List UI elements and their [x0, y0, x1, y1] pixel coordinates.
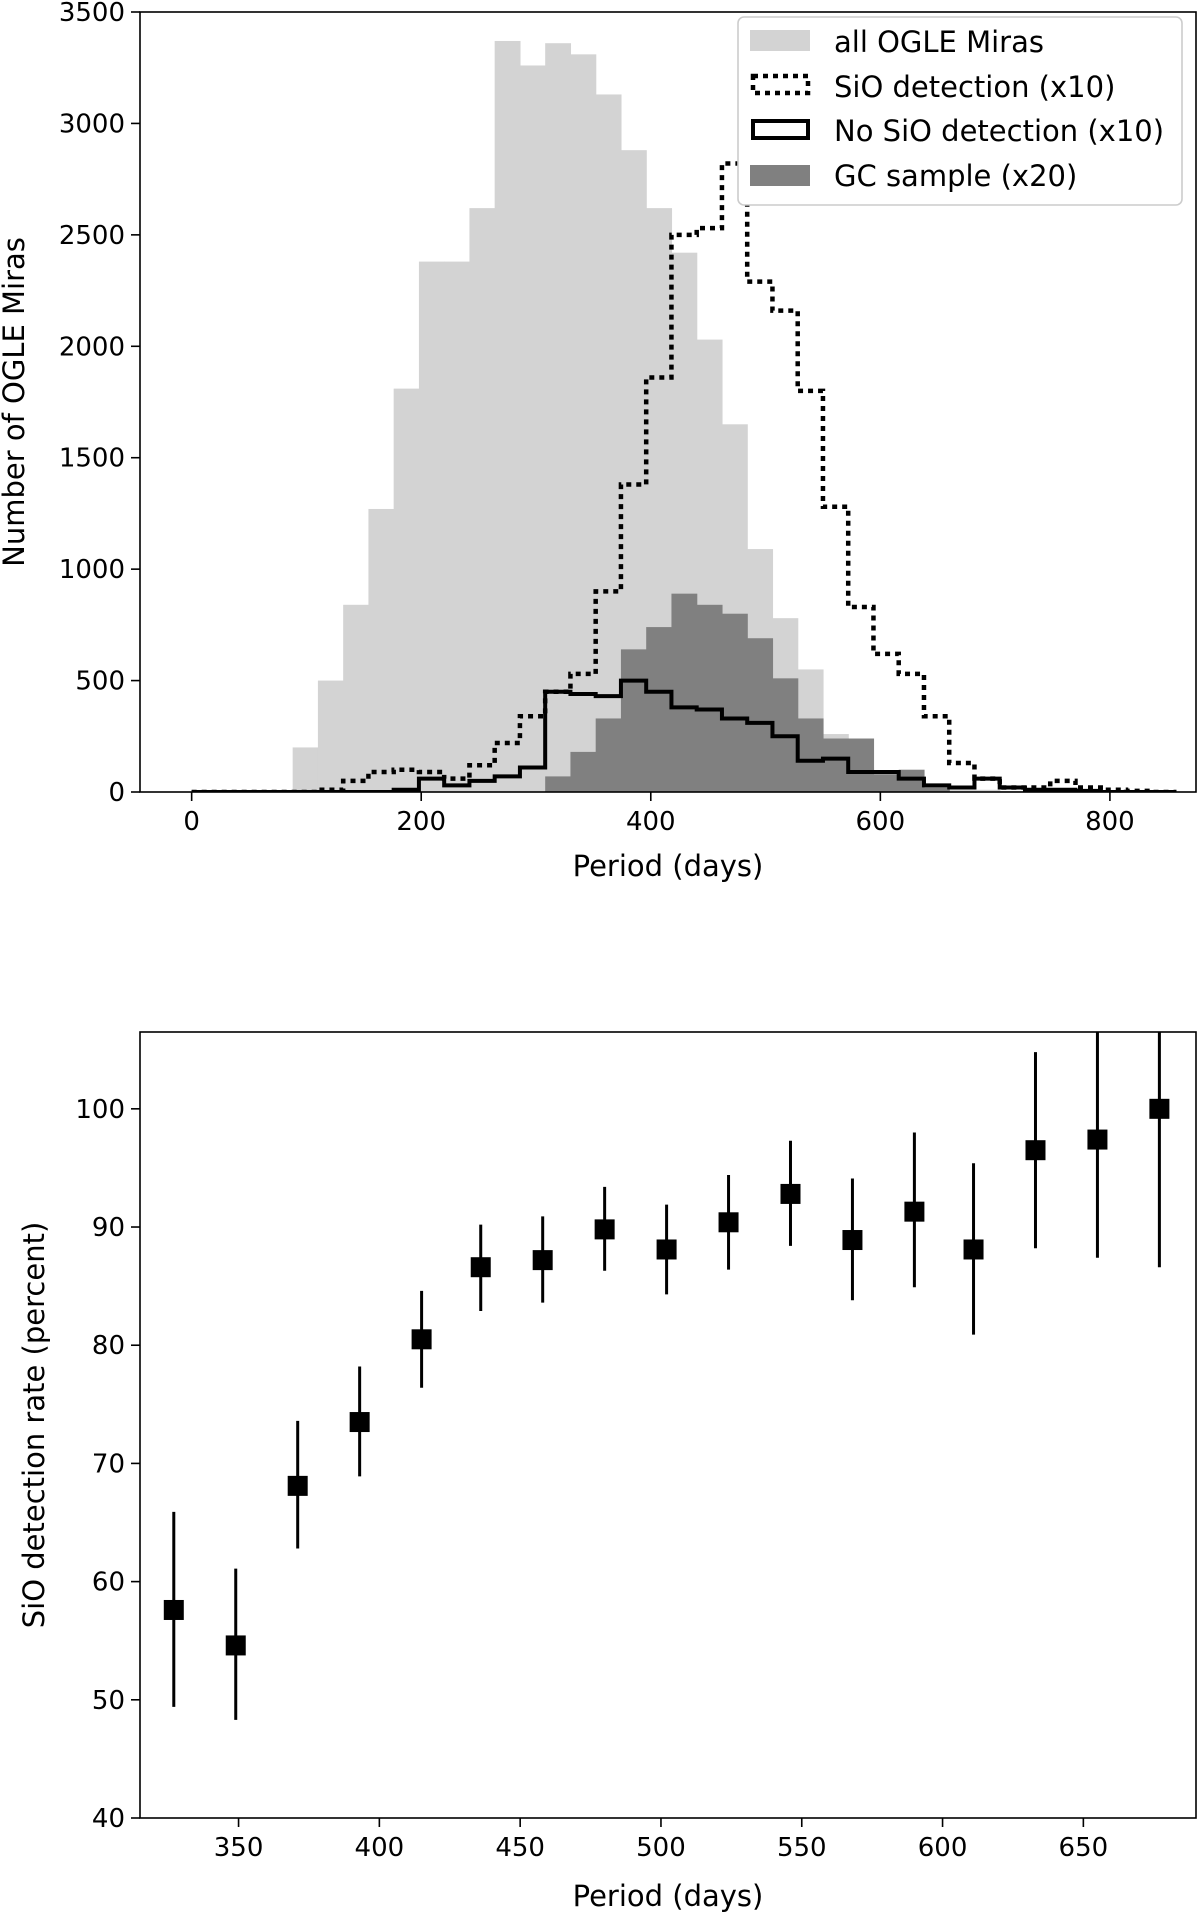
gc-sample-bar	[671, 593, 698, 792]
legend-swatch-gc-sample	[750, 165, 810, 186]
all-ogle-miras-bar	[974, 789, 1001, 792]
y-tick-label: 40	[92, 1804, 125, 1834]
x-tick-label: 200	[396, 807, 446, 837]
all-ogle-miras-bar	[494, 40, 521, 792]
all-ogle-miras-bar	[343, 604, 370, 792]
histogram-x-axis-label: Period (days)	[573, 849, 764, 883]
x-tick-label: 800	[1085, 807, 1135, 837]
y-tick-label: 1500	[59, 444, 125, 474]
x-tick-label: 600	[856, 807, 906, 837]
detection-rate-x-axis-label: Period (days)	[573, 1879, 764, 1913]
gc-sample-bar	[797, 718, 824, 792]
x-tick-label: 500	[636, 1833, 686, 1863]
data-point	[1149, 1098, 1170, 1119]
x-tick-label: 350	[214, 1833, 264, 1863]
all-ogle-miras-bar	[292, 747, 319, 792]
y-tick-label: 50	[92, 1686, 125, 1716]
histogram-ticks: 0 200 400 600 800 0 500 1000 1500 2000 2500 3000 350…	[59, 0, 1135, 837]
legend-box	[737, 16, 1183, 206]
y-tick-label: 70	[92, 1449, 125, 1479]
x-tick-label: 400	[626, 807, 676, 837]
gc-sample-bar	[721, 613, 748, 792]
y-tick-label: 2500	[59, 221, 125, 251]
x-tick-label: 0	[183, 807, 200, 837]
all-ogle-miras-bar	[570, 54, 597, 792]
legend-swatch-sio-detection	[750, 73, 811, 96]
histogram-y-axis-label: Number of OGLE Miras	[0, 237, 31, 567]
data-point	[842, 1230, 863, 1251]
y-tick-label: 80	[92, 1331, 125, 1361]
gc-sample-bar	[923, 787, 950, 792]
detection-rate-y-axis-label: SiO detection rate (percent)	[17, 1222, 51, 1629]
gc-sample-bar	[696, 604, 723, 792]
data-point	[1025, 1140, 1046, 1161]
histogram-axes-frame	[139, 11, 1197, 793]
all-ogle-miras-bar	[519, 65, 546, 792]
data-point	[163, 1599, 184, 1620]
all-ogle-miras-bar	[418, 261, 445, 792]
y-tick-label: 1000	[59, 555, 125, 585]
y-tick-label: 3000	[59, 109, 125, 139]
y-tick-label: 100	[75, 1095, 125, 1125]
histogram-plot-area	[191, 40, 1177, 792]
all-ogle-miras-bar	[393, 388, 420, 792]
y-tick-label: 500	[75, 667, 125, 697]
gc-sample-bar	[873, 774, 900, 792]
x-tick-label: 600	[918, 1833, 968, 1863]
gc-sample-bar	[570, 751, 597, 792]
x-tick-label: 550	[777, 1833, 827, 1863]
gc-sample-bar	[848, 738, 875, 792]
all-ogle-miras-bar	[949, 789, 976, 792]
data-point	[963, 1239, 984, 1260]
data-point	[718, 1212, 739, 1233]
sio-detection-step-line	[191, 161, 1177, 792]
legend-label-all-ogle: all OGLE Miras	[834, 25, 1044, 59]
data-point	[349, 1412, 370, 1433]
y-tick-label: 90	[92, 1213, 125, 1243]
legend-label-no-sio-detection: No SiO detection (x10)	[834, 114, 1164, 148]
gc-sample-bar	[822, 738, 849, 792]
all-ogle-miras-bar	[368, 508, 395, 792]
data-point	[904, 1201, 925, 1222]
data-point	[656, 1239, 677, 1260]
data-point	[594, 1219, 615, 1240]
histogram-panel: 0 200 400 600 800 0 500 1000 1500 2000 2500 3000 350…	[0, 0, 1197, 883]
all-ogle-miras-bar	[545, 43, 572, 792]
data-point	[1087, 1129, 1108, 1150]
detection-rate-axes-frame	[139, 1031, 1197, 1819]
legend-swatch-all-ogle	[750, 30, 810, 51]
data-point	[411, 1329, 432, 1350]
data-point	[470, 1257, 491, 1278]
all-ogle-miras-bar	[444, 261, 471, 792]
legend-label-gc-sample: GC sample (x20)	[834, 159, 1077, 193]
all-ogle-miras-bar	[595, 94, 622, 792]
gc-sample-bar	[646, 627, 673, 792]
all-ogle-miras-bar	[469, 208, 496, 792]
x-tick-label: 400	[355, 1833, 405, 1863]
detection-rate-ticks: 350 400 450 500 550 600 650 40 50 60 70 80 90 100	[75, 1095, 1108, 1863]
gc-sample-bar	[898, 769, 925, 792]
gc-sample-bar	[545, 776, 572, 792]
y-tick-label: 0	[108, 778, 125, 808]
legend-label-sio-detection: SiO detection (x10)	[834, 70, 1115, 104]
x-tick-label: 650	[1059, 1833, 1109, 1863]
detection-rate-panel: 350 400 450 500 550 600 650 40 50 60 70 80 90 100 Per…	[17, 1031, 1197, 1913]
legend-swatch-no-sio-detection	[751, 119, 810, 140]
gc-sample-bar	[620, 649, 647, 792]
data-point	[780, 1183, 801, 1204]
y-tick-label: 2000	[59, 332, 125, 362]
data-point	[287, 1475, 308, 1496]
gc-sample-bar	[747, 638, 774, 792]
all-ogle-miras-bar	[317, 680, 344, 792]
detection-rate-plot-area	[163, 1032, 1170, 1720]
gc-sample-bar	[595, 718, 622, 792]
data-point	[532, 1250, 553, 1271]
y-tick-label: 60	[92, 1568, 125, 1598]
data-point	[225, 1635, 246, 1656]
y-tick-label: 3500	[59, 0, 125, 28]
legend: all OGLE Miras SiO detection (x10) No Si…	[737, 16, 1183, 206]
x-tick-label: 450	[495, 1833, 545, 1863]
no-sio-detection-step-line	[191, 678, 1177, 792]
